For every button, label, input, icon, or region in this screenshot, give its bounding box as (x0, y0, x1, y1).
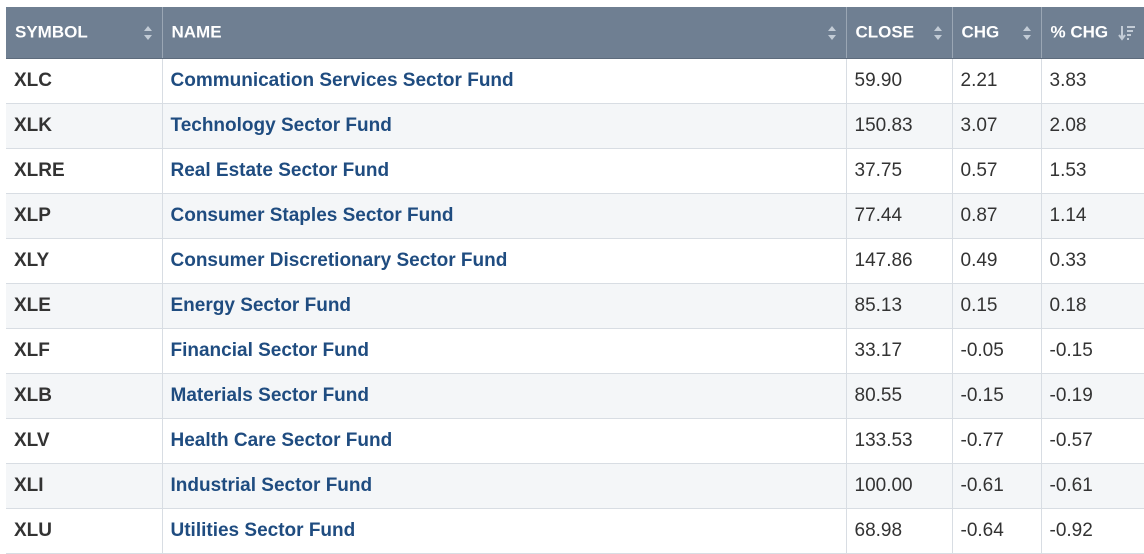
fund-name-link[interactable]: Energy Sector Fund (170, 295, 352, 316)
symbol-cell: XLP (6, 193, 163, 239)
close-cell: 100.00 (846, 463, 953, 509)
pct-chg-cell: 0.18 (1041, 283, 1144, 329)
fund-name-link[interactable]: Consumer Discretionary Sector Fund (170, 250, 508, 271)
close-cell: 37.75 (846, 148, 953, 194)
fund-name-cell: Health Care Sector Fund (162, 418, 847, 464)
table-row[interactable]: XLU Utilities Sector Fund 68.98 -0.64 -0.92 (6, 508, 1144, 554)
table-row[interactable]: XLY Consumer Discretionary Sector Fund 147… (6, 238, 1144, 284)
column-header-symbol[interactable]: SYMBOL (6, 7, 163, 59)
chg-cell: -0.15 (952, 373, 1042, 419)
sort-icon (933, 25, 942, 40)
table-row[interactable]: XLC Communication Services Sector Fund 59.… (6, 58, 1144, 104)
chg-cell: -0.05 (952, 328, 1042, 374)
table-row[interactable]: XLB Materials Sector Fund 80.55 -0.15 -0.19 (6, 373, 1144, 419)
chg-cell: -0.64 (952, 508, 1042, 554)
chg-cell: -0.61 (952, 463, 1042, 509)
symbol-cell: XLE (6, 283, 163, 329)
table-body: XLC Communication Services Sector Fund 59.… (6, 58, 1144, 554)
fund-name-link[interactable]: Health Care Sector Fund (170, 430, 393, 451)
table-row[interactable]: XLI Industrial Sector Fund 100.00 -0.61 -0.6… (6, 463, 1144, 509)
column-header-label: SYMBOL (15, 22, 88, 42)
symbol-cell: XLB (6, 373, 163, 419)
close-cell: 147.86 (846, 238, 953, 284)
column-header-label: CLOSE (855, 22, 915, 42)
fund-name-link[interactable]: Real Estate Sector Fund (170, 160, 390, 181)
close-cell: 77.44 (846, 193, 953, 239)
fund-name-link[interactable]: Technology Sector Fund (170, 115, 392, 136)
symbol-cell: XLRE (6, 148, 163, 194)
sort-icon (1022, 25, 1031, 40)
pct-chg-cell: 1.53 (1041, 148, 1144, 194)
fund-name-cell: Utilities Sector Fund (162, 508, 847, 554)
fund-name-cell: Energy Sector Fund (162, 283, 847, 329)
table-row[interactable]: XLK Technology Sector Fund 150.83 3.07 2.08 (6, 103, 1144, 149)
close-cell: 133.53 (846, 418, 953, 464)
column-header-label: NAME (171, 22, 222, 42)
column-header-name[interactable]: NAME (162, 7, 847, 59)
pct-chg-cell: -0.92 (1041, 508, 1144, 554)
close-cell: 68.98 (846, 508, 953, 554)
close-cell: 33.17 (846, 328, 953, 374)
pct-chg-cell: -0.15 (1041, 328, 1144, 374)
fund-name-cell: Financial Sector Fund (162, 328, 847, 374)
pct-chg-cell: -0.19 (1041, 373, 1144, 419)
column-header-label: % CHG (1050, 22, 1109, 42)
sort-descending-icon (1118, 25, 1135, 41)
fund-name-cell: Technology Sector Fund (162, 103, 847, 149)
fund-name-cell: Consumer Discretionary Sector Fund (162, 238, 847, 284)
chg-cell: -0.77 (952, 418, 1042, 464)
symbol-cell: XLK (6, 103, 163, 149)
table-row[interactable]: XLP Consumer Staples Sector Fund 77.44 0.87… (6, 193, 1144, 239)
fund-name-cell: Consumer Staples Sector Fund (162, 193, 847, 239)
chg-cell: 0.57 (952, 148, 1042, 194)
fund-name-link[interactable]: Materials Sector Fund (170, 385, 370, 406)
chg-cell: 2.21 (952, 58, 1042, 104)
pct-chg-cell: -0.57 (1041, 418, 1144, 464)
close-cell: 150.83 (846, 103, 953, 149)
close-cell: 85.13 (846, 283, 953, 329)
pct-chg-cell: -0.61 (1041, 463, 1144, 509)
symbol-cell: XLV (6, 418, 163, 464)
table-row[interactable]: XLRE Real Estate Sector Fund 37.75 0.57 1.53 (6, 148, 1144, 194)
symbol-cell: XLY (6, 238, 163, 284)
table-header-row: SYMBOL NAME CLOSE CHG % CHG (6, 7, 1144, 59)
column-header-chg[interactable]: CHG (952, 7, 1042, 59)
chg-cell: 0.15 (952, 283, 1042, 329)
table-row[interactable]: XLV Health Care Sector Fund 133.53 -0.77 -0.… (6, 418, 1144, 464)
symbol-cell: XLF (6, 328, 163, 374)
fund-name-cell: Real Estate Sector Fund (162, 148, 847, 194)
symbol-cell: XLI (6, 463, 163, 509)
pct-chg-cell: 0.33 (1041, 238, 1144, 284)
pct-chg-cell: 2.08 (1041, 103, 1144, 149)
pct-chg-cell: 1.14 (1041, 193, 1144, 239)
column-header-label: CHG (961, 22, 1000, 42)
close-cell: 80.55 (846, 373, 953, 419)
pct-chg-cell: 3.83 (1041, 58, 1144, 104)
fund-name-link[interactable]: Industrial Sector Fund (170, 475, 373, 496)
fund-name-cell: Materials Sector Fund (162, 373, 847, 419)
table-row[interactable]: XLF Financial Sector Fund 33.17 -0.05 -0.15 (6, 328, 1144, 374)
column-header-close[interactable]: CLOSE (846, 7, 953, 59)
chg-cell: 0.49 (952, 238, 1042, 284)
fund-name-link[interactable]: Utilities Sector Fund (170, 520, 356, 541)
column-header-pct-chg[interactable]: % CHG (1041, 7, 1144, 59)
symbol-cell: XLU (6, 508, 163, 554)
sector-fund-table: SYMBOL NAME CLOSE CHG % CHG (6, 7, 1144, 554)
chg-cell: 0.87 (952, 193, 1042, 239)
fund-name-cell: Industrial Sector Fund (162, 463, 847, 509)
close-cell: 59.90 (846, 58, 953, 104)
chg-cell: 3.07 (952, 103, 1042, 149)
table-row[interactable]: XLE Energy Sector Fund 85.13 0.15 0.18 (6, 283, 1144, 329)
sort-icon (827, 25, 836, 40)
fund-name-link[interactable]: Financial Sector Fund (170, 340, 369, 361)
fund-name-link[interactable]: Communication Services Sector Fund (170, 70, 514, 91)
fund-name-cell: Communication Services Sector Fund (162, 58, 847, 104)
symbol-cell: XLC (6, 58, 163, 104)
fund-name-link[interactable]: Consumer Staples Sector Fund (170, 205, 454, 226)
sort-icon (143, 25, 152, 40)
